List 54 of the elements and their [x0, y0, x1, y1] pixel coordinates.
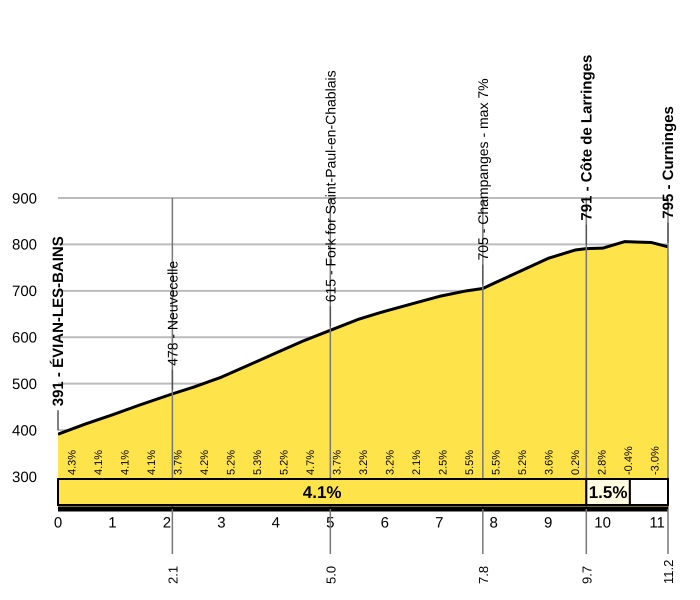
ref-line-label: 5.0 — [323, 566, 338, 584]
x-tick-label: 9 — [544, 514, 552, 532]
y-tick-label: 900 — [12, 190, 38, 208]
annotation: 2.1% — [411, 450, 424, 475]
x-tick-label: 6 — [380, 514, 389, 532]
annotation: -3.0% — [650, 446, 662, 475]
annotation: 3.6% — [544, 450, 556, 475]
ref-line-label: 2.1 — [165, 566, 180, 584]
annotation: 4.3% — [66, 450, 78, 475]
annotation: 4.1% — [92, 450, 105, 475]
annotation: 4.2% — [198, 450, 211, 475]
x-tick-label: 7 — [435, 514, 444, 532]
x-tick-label: 0 — [54, 514, 62, 532]
annotation: 791 - Côte de Larringes — [578, 54, 596, 221]
y-tick-label: 600 — [12, 330, 38, 347]
x-tick-label: 11 — [649, 514, 665, 532]
annotation: 705 - Champanges - max 7% — [474, 78, 491, 261]
annotation: 5.5% — [490, 450, 503, 475]
annotation: 5.5% — [464, 450, 476, 475]
annotation: 0.2% — [570, 450, 582, 475]
band-label: 4.1% — [302, 483, 342, 502]
ref-line-label: 7.8 — [476, 566, 491, 584]
annotation: -0.4% — [623, 446, 636, 475]
annotation: 2.8% — [596, 450, 609, 475]
annotation: 5.2% — [225, 450, 238, 475]
annotation: 5.2% — [278, 450, 290, 475]
y-tick-label: 300 — [12, 468, 38, 486]
annotation: 615 - Fork for Saint-Paul-en-Chablais — [322, 70, 338, 302]
y-tick-label: 700 — [12, 283, 38, 300]
x-tick-label: 1 — [108, 514, 117, 532]
annotation: 478 - Neuvecelle — [164, 260, 180, 366]
x-tick-label: 2 — [162, 514, 172, 532]
annotation: 391 - ÉVIAN-LES-BAINS — [49, 236, 67, 406]
x-tick-label: 8 — [490, 514, 498, 532]
y-tick-label: 400 — [12, 422, 38, 440]
ref-line-label: 9.7 — [579, 566, 594, 584]
annotation: 3.7% — [172, 450, 184, 475]
annotation: 5.3% — [252, 450, 264, 475]
annotation: 5.2% — [517, 450, 530, 475]
band-label: 1.5% — [588, 483, 628, 502]
annotation: 2.5% — [438, 450, 450, 475]
annotation: 4.1% — [146, 450, 158, 475]
annotation: 795 - Curninges — [660, 106, 677, 219]
annotation: 4.7% — [304, 450, 317, 475]
y-tick-label: 500 — [12, 376, 38, 393]
x-tick-label: 10 — [594, 514, 611, 532]
ref-line-label: 11.2 — [661, 560, 676, 584]
annotation: 3.2% — [358, 450, 370, 475]
x-tick-label: 3 — [217, 514, 226, 532]
y-tick-label: 800 — [12, 236, 38, 254]
annotation: 3.7% — [331, 450, 344, 475]
annotation: 3.2% — [384, 450, 397, 475]
x-tick-label: 4 — [272, 514, 280, 532]
annotation: 4.1% — [119, 450, 132, 475]
